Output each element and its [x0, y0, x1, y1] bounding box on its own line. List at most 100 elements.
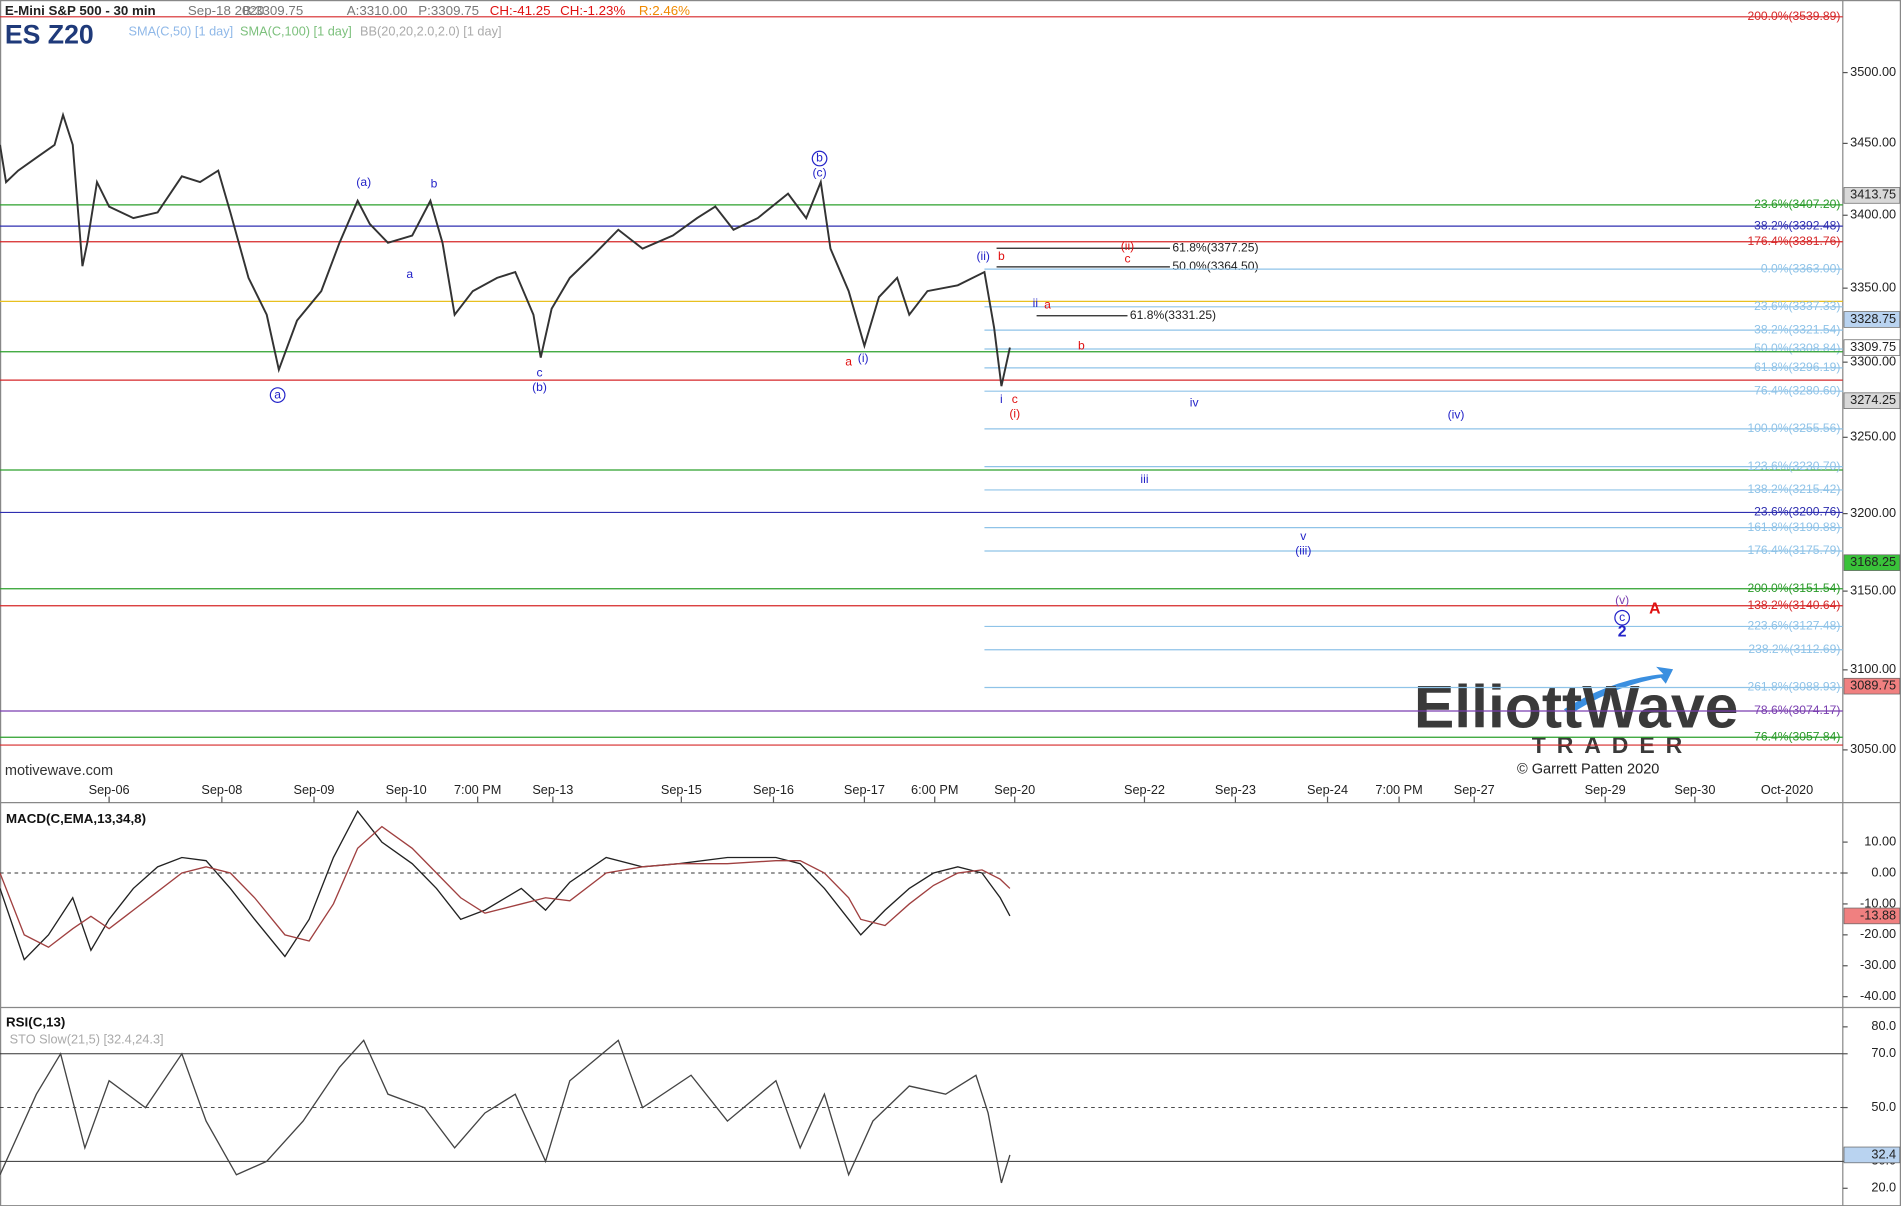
- x-tick-label: Sep-29: [1585, 782, 1626, 797]
- price-line: [0, 111, 1011, 387]
- panel-title: MACD(C,EMA,13,34,8): [6, 811, 146, 826]
- header-quote: CH:-1.23%: [560, 2, 625, 17]
- y-tick-label: 80.0: [1871, 1018, 1896, 1033]
- y-tick-label: 3050.00: [1850, 741, 1896, 756]
- y-tick-label: 50.0: [1871, 1099, 1896, 1114]
- y-tick-label: 3100.00: [1850, 661, 1896, 676]
- wave-label: (a): [356, 175, 371, 189]
- indicator-line: SMA(C,50) [1 day] SMA(C,100) [1 day] BB(…: [129, 24, 502, 39]
- fib-label: 23.6%(3407.20): [1754, 197, 1840, 211]
- wave-label: b: [816, 151, 823, 165]
- fib-label: 223.6%(3127.48): [1747, 619, 1840, 633]
- panel-subtitle: STO Slow(21,5) [32.4,24.3]: [10, 1032, 164, 1047]
- header-quote: P:3309.75: [418, 2, 479, 17]
- y-tick-label: 3450.00: [1850, 135, 1896, 150]
- wave-circle: [269, 387, 286, 403]
- wave-label: c: [1619, 610, 1625, 624]
- fib-label: 76.4%(3057.84): [1754, 729, 1840, 743]
- fib-label: 138.2%(3140.64): [1747, 598, 1840, 612]
- fib-label: 138.2%(3215.42): [1747, 482, 1840, 496]
- wave-label: c: [1012, 392, 1018, 406]
- wave-label: a: [845, 354, 852, 368]
- x-tick-label: Sep-27: [1454, 782, 1495, 797]
- wave-circle: [1614, 609, 1631, 626]
- wave-label: (ii): [1121, 239, 1134, 253]
- fib-label: 238.2%(3112.69): [1748, 642, 1840, 656]
- x-tick-label: Sep-22: [1124, 782, 1165, 797]
- fib-label: 61.8%(3331.25): [1130, 308, 1216, 322]
- price-box: [1843, 187, 1901, 204]
- wave-label: b: [1078, 339, 1085, 353]
- price-box: [1843, 339, 1901, 356]
- symbol: ES Z20: [5, 19, 94, 49]
- price-box: [1843, 392, 1901, 409]
- wave-label: (i): [858, 351, 869, 365]
- wave-label: 2: [1618, 623, 1627, 640]
- fib-label: 78.6%(3074.17): [1754, 703, 1840, 717]
- x-tick-label: Sep-10: [386, 782, 427, 797]
- panel: 10.00 0.00 -10.00 -20.00 -30.00 -40.00 -13.88 M…: [0, 809, 1901, 1003]
- header-quote: A:3310.00: [347, 2, 408, 17]
- panel: 200.0%(3539.89) 23.6%(3407.20) 38.2%(3392.…: [0, 9, 1901, 803]
- price-line: [0, 825, 1011, 949]
- x-tick-label: Sep-08: [201, 782, 242, 797]
- wave-label: c: [536, 365, 542, 379]
- wave-label: (i): [1009, 406, 1020, 420]
- x-tick-label: Sep-20: [994, 782, 1035, 797]
- y-tick-label: 0.00: [1871, 864, 1896, 879]
- header-title: E-Mini S&P 500 - 30 min: [5, 2, 156, 17]
- y-tick-label: 3250.00: [1850, 429, 1896, 444]
- x-tick-label: Sep-09: [293, 782, 334, 797]
- x-tick-label: Sep-06: [89, 782, 130, 797]
- fib-label: 23.6%(3337.33): [1754, 299, 1840, 313]
- wave-label: iv: [1190, 395, 1200, 409]
- wave-label: v: [1300, 529, 1307, 543]
- x-tick-label: Sep-13: [532, 782, 573, 797]
- header-quote: R:2.46%: [639, 2, 690, 17]
- watermark: motivewave.com: [5, 763, 113, 779]
- price-box-label: 3168.25: [1850, 554, 1896, 569]
- price-box-label: 3274.25: [1850, 392, 1896, 407]
- price-box: [1843, 554, 1901, 571]
- fib-label: 176.4%(3175.79): [1747, 543, 1840, 557]
- wave-label: (c): [812, 165, 826, 179]
- x-tick-label: 7:00 PM: [454, 782, 501, 797]
- y-tick-label: 3500.00: [1850, 64, 1896, 79]
- logo-swoosh: [1563, 666, 1674, 716]
- y-tick-label: -30.00: [1860, 957, 1896, 972]
- indicator: BB(20,20,2.0,2.0) [1 day]: [360, 24, 501, 39]
- fib-label: 0.0%(3363.00): [1761, 261, 1840, 275]
- price-box-label: 3309.75: [1850, 339, 1896, 354]
- wave-label: a: [1044, 297, 1051, 311]
- wave-label: (v): [1615, 593, 1629, 607]
- x-tick-label: Sep-15: [661, 782, 702, 797]
- wave-label: c: [1124, 252, 1130, 266]
- header-line: E-Mini S&P 500 - 30 min Sep-18 2020 B:33…: [5, 2, 690, 17]
- header-quote: CH:-41.25: [490, 2, 551, 17]
- x-tick-label: 7:00 PM: [1375, 782, 1422, 797]
- fib-label: 100.0%(3255.56): [1747, 421, 1840, 435]
- fib-label: 50.0%(3364.50): [1172, 259, 1258, 273]
- price-box-label: -13.88: [1860, 907, 1896, 922]
- price-box: [1843, 677, 1901, 695]
- fib-label: 38.2%(3321.54): [1754, 322, 1840, 336]
- y-tick-label: 70.0: [1871, 1045, 1896, 1060]
- wave-label: (ii): [977, 249, 990, 263]
- y-tick-label: 20.0: [1871, 1180, 1896, 1195]
- indicator: SMA(C,100) [1 day]: [240, 24, 352, 39]
- wave-label: b: [431, 176, 438, 190]
- price-box: [1843, 907, 1901, 925]
- wave-label: i: [1000, 392, 1003, 406]
- fib-label: 261.8%(3088.93): [1747, 680, 1840, 694]
- x-tick-label: Oct-2020: [1761, 782, 1813, 797]
- wave-label: (iii): [1295, 543, 1311, 557]
- x-tick-label: Sep-30: [1674, 782, 1715, 797]
- fib-label: 176.4%(3381.76): [1747, 234, 1840, 248]
- fib-label: 161.8%(3190.88): [1747, 520, 1840, 534]
- logo-name: ElliottWave: [1414, 673, 1738, 741]
- wave-circle: [811, 150, 828, 167]
- price-box: [1843, 311, 1901, 328]
